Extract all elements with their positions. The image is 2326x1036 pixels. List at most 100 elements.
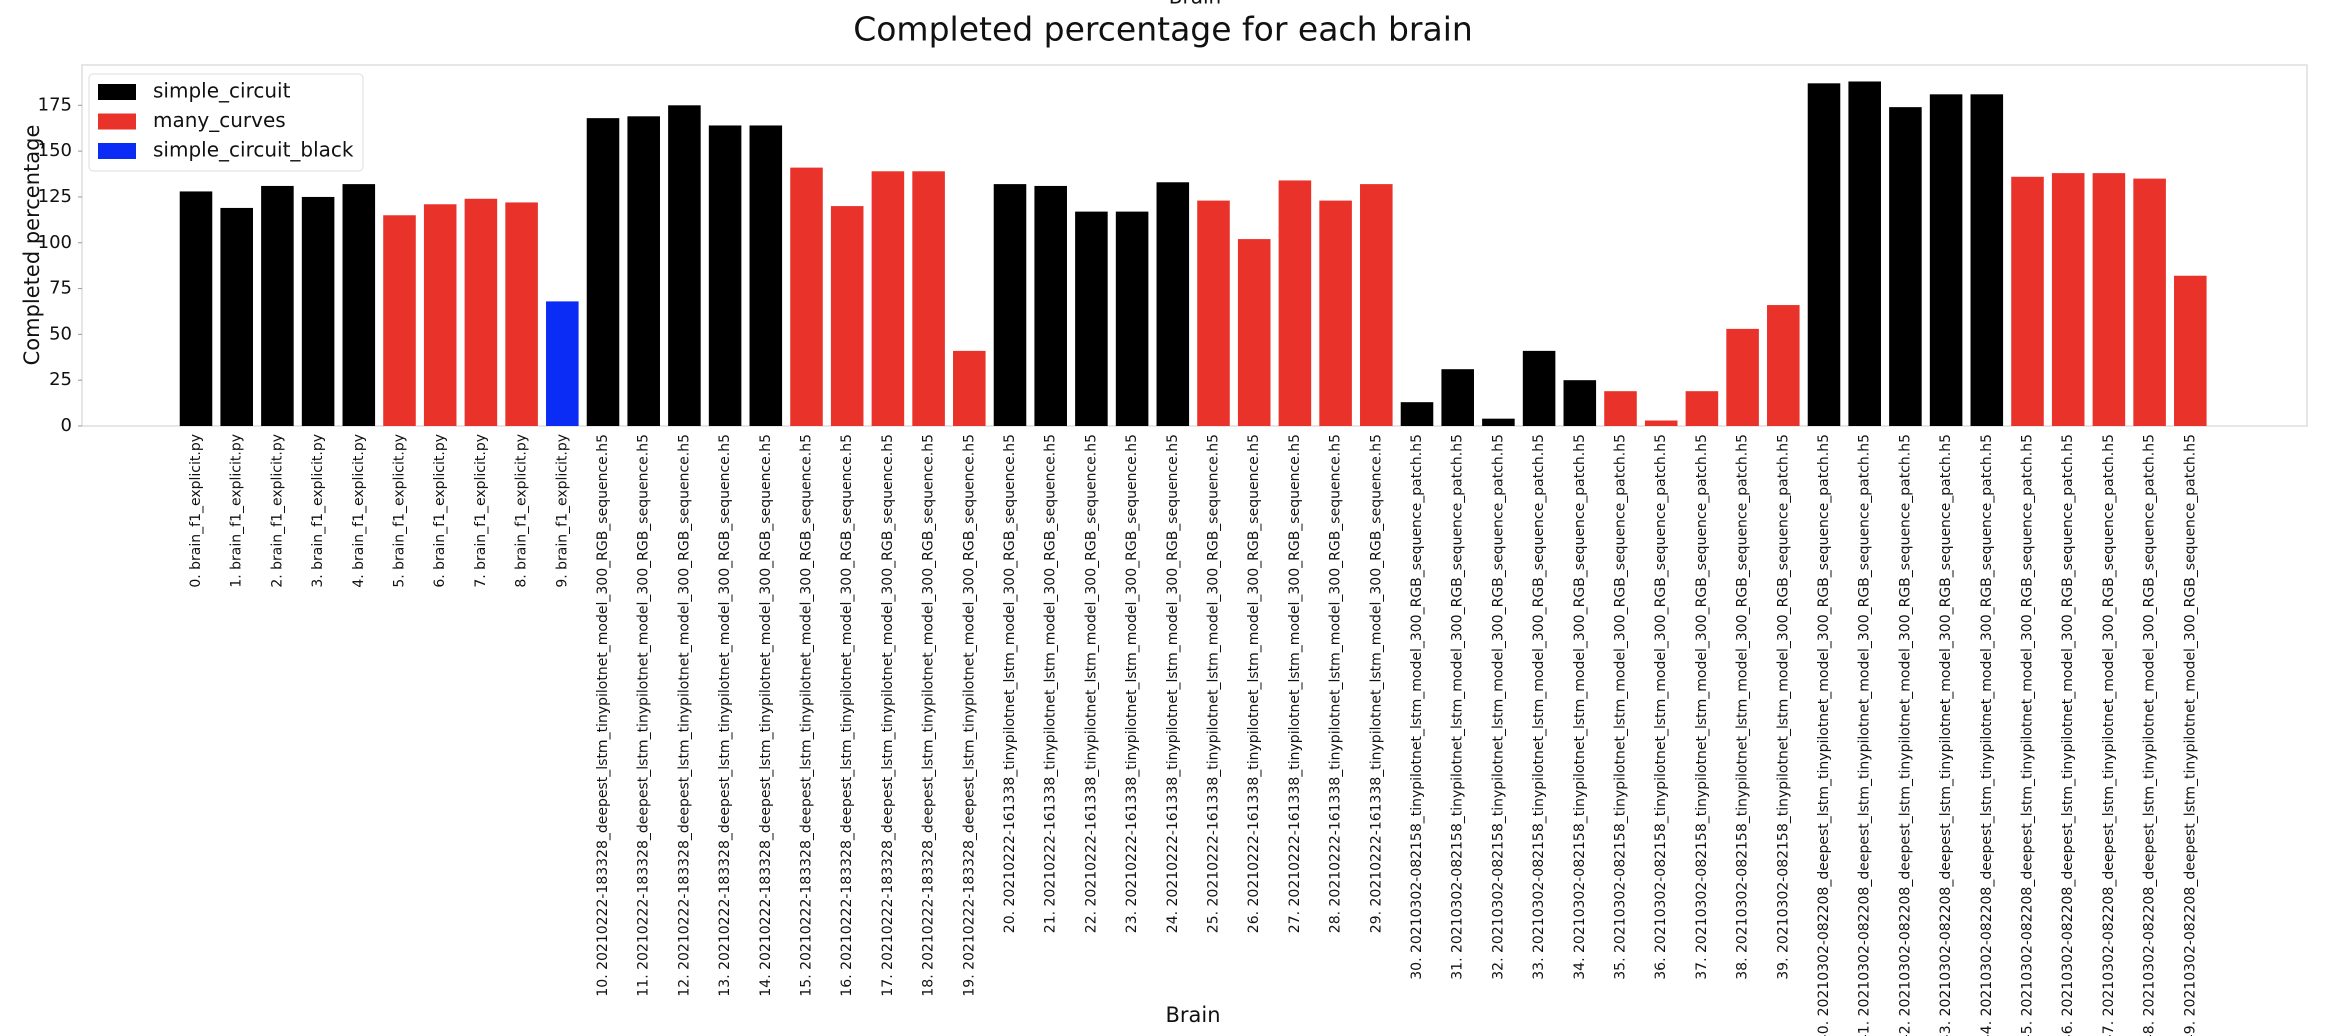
bar — [546, 301, 579, 426]
bar — [1034, 185, 1067, 426]
legend-box — [88, 73, 364, 172]
x-tick-label: 34. 20210302-082158_tinypilotnet_lstm_mo… — [1572, 434, 1588, 980]
bar — [1929, 94, 1963, 426]
x-tick-label: 40. 20210302-082208_deepest_lstm_tinypil… — [1816, 434, 1832, 1036]
bar — [1522, 350, 1556, 426]
x-tick-label: 41. 20210302-082208_deepest_lstm_tinypil… — [1857, 434, 1873, 1036]
x-tick-label: 35. 20210302-082158_tinypilotnet_lstm_mo… — [1613, 434, 1629, 980]
bar — [1767, 305, 1800, 426]
x-tick-label: 38. 20210302-082158_tinypilotnet_lstm_mo… — [1735, 434, 1751, 980]
x-tick-label: 21. 20210222-161338_tinypilotnet_lstm_mo… — [1043, 434, 1059, 933]
bar — [342, 184, 376, 426]
legend-swatch — [98, 84, 136, 100]
x-axis-label: Brain — [1165, 1003, 1220, 1027]
x-tick-label: 17. 20210222-183328_deepest_lstm_tinypil… — [880, 434, 896, 997]
bar — [627, 116, 660, 427]
x-tick-label: 27. 20210222-161338_tinypilotnet_lstm_mo… — [1287, 434, 1303, 933]
legend-label: simple_circuit — [153, 79, 291, 103]
y-tick-label: 75 — [49, 278, 72, 299]
x-tick-label: 12. 20210222-183328_deepest_lstm_tinypil… — [676, 434, 692, 997]
bar — [179, 191, 213, 426]
legend: simple_circuit many_curves simple_circuit_… — [88, 73, 364, 172]
bar — [1685, 391, 1719, 426]
x-tick-label: 49. 20210302-082208_deepest_lstm_tinypil… — [2182, 434, 2198, 1036]
legend-label: simple_circuit_black — [153, 138, 354, 162]
bar — [1644, 420, 1678, 426]
bar — [830, 206, 864, 426]
x-tick-label: 2. brain_f1_explicit.py — [269, 434, 285, 588]
bar — [2011, 176, 2044, 426]
x-tick-label: 28. 20210222-161338_tinypilotnet_lstm_mo… — [1328, 434, 1344, 933]
x-tick-label: 45. 20210302-082208_deepest_lstm_tinypil… — [2020, 434, 2036, 1036]
x-tick-label: 9. brain_f1_explicit.py — [554, 434, 570, 588]
bar — [1563, 380, 1597, 426]
bar — [1319, 200, 1352, 426]
bar — [708, 125, 742, 427]
x-tick-label: 32. 20210302-082158_tinypilotnet_lstm_mo… — [1490, 434, 1506, 980]
y-tick-label: 175 — [38, 94, 72, 115]
bar — [261, 185, 294, 426]
x-tick-label: 14. 20210222-183328_deepest_lstm_tinypil… — [758, 434, 774, 997]
x-tick-label: 24. 20210222-161338_tinypilotnet_lstm_mo… — [1165, 434, 1181, 933]
bar — [2174, 275, 2207, 426]
bar — [1848, 81, 1881, 427]
bar — [1197, 200, 1230, 426]
bar — [1156, 182, 1190, 426]
plot-frame — [81, 64, 2308, 427]
bar — [1360, 184, 1393, 426]
bar — [220, 207, 253, 426]
x-tick-label: 16. 20210222-183328_deepest_lstm_tinypil… — [839, 434, 855, 997]
bar — [2051, 173, 2085, 426]
x-tick-label: 0. brain_f1_explicit.py — [188, 434, 204, 588]
x-tick-label: 33. 20210302-082158_tinypilotnet_lstm_mo… — [1531, 434, 1547, 980]
legend-swatch — [98, 143, 136, 159]
x-tick-label: 31. 20210302-082158_tinypilotnet_lstm_mo… — [1450, 434, 1466, 980]
legend-swatch — [98, 113, 136, 130]
x-tick-label: 23. 20210222-161338_tinypilotnet_lstm_mo… — [1124, 434, 1140, 933]
x-tick-label: 48. 20210302-082208_deepest_lstm_tinypil… — [2142, 434, 2158, 1036]
bar — [1889, 107, 1922, 426]
x-tick-label: 11. 20210222-183328_deepest_lstm_tinypil… — [636, 434, 652, 997]
x-tick-label: 1. brain_f1_explicit.py — [229, 434, 245, 588]
x-tick-label: 10. 20210222-183328_deepest_lstm_tinypil… — [595, 434, 611, 997]
x-tick-label: 22. 20210222-161338_tinypilotnet_lstm_mo… — [1083, 434, 1099, 933]
bar — [2092, 173, 2126, 426]
x-tick-label: 18. 20210222-183328_deepest_lstm_tinypil… — [921, 434, 937, 997]
y-axis-label: Completed percentage — [20, 125, 44, 366]
bar — [871, 171, 905, 426]
bar — [1115, 211, 1149, 426]
y-tick-label: 100 — [38, 232, 72, 253]
legend-label: many_curves — [153, 108, 286, 132]
bar — [2133, 178, 2166, 426]
x-tick-label: 3. brain_f1_explicit.py — [310, 434, 326, 588]
bar — [383, 215, 416, 426]
bar — [586, 118, 620, 426]
bar — [1400, 402, 1434, 426]
x-tick-label: 15. 20210222-183328_deepest_lstm_tinypil… — [799, 434, 815, 997]
bar — [423, 204, 457, 426]
x-tick-label: 8. brain_f1_explicit.py — [514, 434, 530, 588]
x-tick-label: 19. 20210222-183328_deepest_lstm_tinypil… — [961, 434, 977, 997]
bar — [1807, 83, 1841, 426]
bar — [993, 184, 1027, 426]
y-tick-label: 125 — [38, 186, 72, 207]
bar — [749, 125, 783, 427]
y-tick-label: 50 — [49, 323, 72, 344]
y-tick-label: 25 — [49, 369, 72, 390]
bar — [1726, 328, 1759, 426]
x-tick-label: 42. 20210302-082208_deepest_lstm_tinypil… — [1897, 434, 1913, 1036]
x-tick-label: 20. 20210222-161338_tinypilotnet_lstm_mo… — [1002, 434, 1018, 933]
x-tick-label: 39. 20210302-082158_tinypilotnet_lstm_mo… — [1775, 434, 1791, 980]
bar — [912, 171, 945, 426]
top-label: Brain — [1169, 0, 1221, 9]
x-tick-label: 46. 20210302-082208_deepest_lstm_tinypil… — [2060, 434, 2076, 1036]
bar — [505, 202, 538, 426]
x-tick-label: 30. 20210302-082158_tinypilotnet_lstm_mo… — [1409, 434, 1425, 980]
x-tick-label: 6. brain_f1_explicit.py — [432, 434, 448, 588]
x-tick-label: 26. 20210222-161338_tinypilotnet_lstm_mo… — [1246, 434, 1262, 933]
chart-title: Completed percentage for each brain — [853, 10, 1473, 49]
x-tick-label: 47. 20210302-082208_deepest_lstm_tinypil… — [2101, 434, 2117, 1036]
bar — [790, 167, 823, 426]
x-tick-label: 44. 20210302-082208_deepest_lstm_tinypil… — [1979, 434, 1995, 1036]
